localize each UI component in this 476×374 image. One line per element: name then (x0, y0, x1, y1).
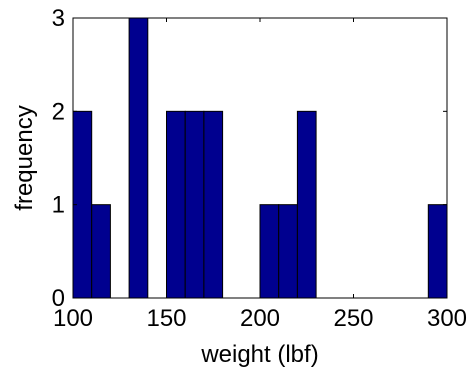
y-tick-label-0: 0 (52, 285, 65, 312)
histogram-bar-6 (184, 110, 205, 299)
tick-labels-layer: 100 150 200 250 300 0 1 2 3 (52, 5, 467, 332)
histogram-bar-1 (91, 204, 111, 299)
histogram-bar-19 (427, 204, 448, 299)
x-axis-label: weight (lbf) (200, 341, 318, 368)
x-tick-label-1: 150 (146, 305, 186, 332)
y-tick-label-3: 3 (52, 5, 65, 32)
histogram-bar-11 (278, 204, 298, 299)
histogram-bar-12 (296, 110, 317, 299)
x-tick-label-0: 100 (53, 305, 93, 332)
x-tick-label-3: 250 (333, 305, 373, 332)
x-tick-label-4: 300 (427, 305, 467, 332)
histogram-bar-7 (203, 110, 224, 299)
x-tick-label-2: 200 (240, 305, 280, 332)
y-tick-label-2: 2 (52, 98, 65, 125)
histogram-bar-10 (259, 204, 280, 299)
bars-layer (72, 17, 448, 299)
y-tick-label-1: 1 (52, 192, 65, 219)
histogram-bar-3 (128, 17, 149, 299)
histogram-bar-5 (166, 110, 186, 299)
ticks-layer (72, 17, 448, 299)
y-axis-label: frequency (11, 105, 38, 210)
